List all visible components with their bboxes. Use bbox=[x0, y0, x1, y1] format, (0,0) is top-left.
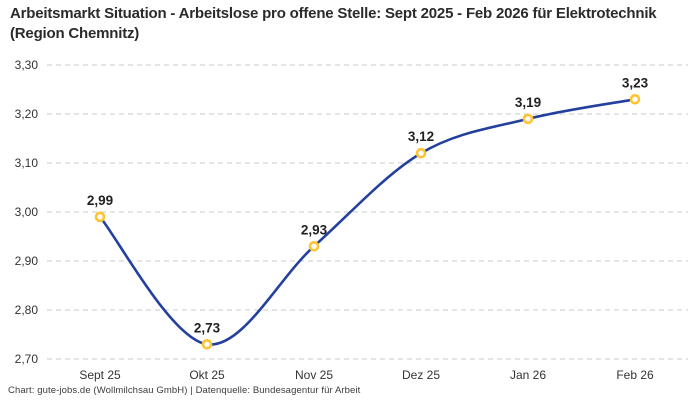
y-axis-tick-label: 3,30 bbox=[15, 58, 39, 72]
data-point-marker bbox=[522, 113, 534, 125]
data-point-label: 3,19 bbox=[515, 95, 541, 110]
data-point-label: 2,99 bbox=[87, 193, 113, 208]
data-point-marker bbox=[201, 338, 213, 350]
x-axis-tick-label: Okt 25 bbox=[189, 368, 225, 382]
data-point-label: 3,23 bbox=[622, 75, 649, 90]
series-line bbox=[98, 98, 637, 346]
chart-credit: Chart: gute-jobs.de (Wollmilchsau GmbH) … bbox=[8, 385, 361, 396]
x-axis-tick-label: Dez 25 bbox=[402, 368, 440, 382]
y-axis-tick-label: 2,70 bbox=[15, 352, 39, 366]
data-point-marker bbox=[415, 147, 427, 159]
y-axis-tick-label: 3,10 bbox=[15, 156, 39, 170]
y-axis-tick-label: 3,00 bbox=[15, 205, 39, 219]
y-axis-tick-label: 2,80 bbox=[15, 303, 39, 317]
data-point-label: 2,73 bbox=[194, 320, 221, 335]
y-axis-tick-label: 2,90 bbox=[15, 254, 39, 268]
chart-title: Arbeitsmarkt Situation - Arbeitslose pro… bbox=[10, 5, 657, 43]
data-point-marker bbox=[629, 94, 641, 105]
data-point-label: 3,12 bbox=[408, 129, 434, 144]
data-point-marker bbox=[94, 211, 106, 223]
data-point-label: 2,93 bbox=[301, 222, 328, 237]
x-axis-tick-label: Sept 25 bbox=[79, 368, 121, 382]
x-axis-tick-label: Nov 25 bbox=[295, 368, 333, 382]
x-axis-tick-label: Jan 26 bbox=[510, 368, 546, 382]
data-point-marker bbox=[308, 241, 320, 252]
y-axis-tick-label: 3,20 bbox=[15, 107, 39, 121]
x-axis-tick-label: Feb 26 bbox=[616, 368, 654, 382]
